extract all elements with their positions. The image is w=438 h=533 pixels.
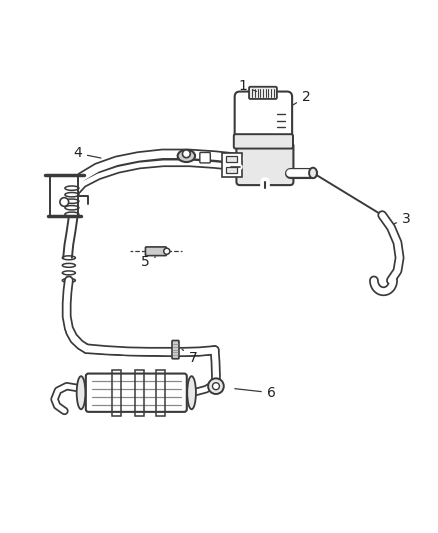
- FancyBboxPatch shape: [226, 156, 237, 162]
- Ellipse shape: [187, 376, 196, 409]
- Text: 2: 2: [293, 90, 311, 105]
- Text: 1: 1: [239, 79, 257, 93]
- FancyBboxPatch shape: [254, 92, 272, 99]
- FancyBboxPatch shape: [172, 341, 179, 359]
- FancyBboxPatch shape: [223, 154, 242, 177]
- FancyBboxPatch shape: [235, 92, 292, 146]
- FancyBboxPatch shape: [50, 175, 78, 216]
- Circle shape: [60, 198, 69, 206]
- Text: 3: 3: [393, 212, 410, 225]
- Ellipse shape: [309, 168, 317, 178]
- Text: 7: 7: [182, 349, 197, 365]
- Text: 4: 4: [73, 147, 101, 160]
- FancyBboxPatch shape: [226, 167, 237, 173]
- Ellipse shape: [178, 150, 195, 162]
- Circle shape: [208, 378, 224, 394]
- FancyBboxPatch shape: [237, 142, 293, 185]
- Circle shape: [164, 248, 170, 254]
- Circle shape: [212, 383, 219, 390]
- Text: 5: 5: [141, 255, 155, 269]
- Text: 6: 6: [235, 386, 276, 400]
- FancyBboxPatch shape: [145, 247, 166, 256]
- Ellipse shape: [77, 376, 85, 409]
- Ellipse shape: [183, 150, 190, 158]
- FancyBboxPatch shape: [200, 152, 210, 163]
- FancyBboxPatch shape: [249, 87, 277, 99]
- FancyBboxPatch shape: [86, 374, 187, 412]
- FancyBboxPatch shape: [234, 134, 293, 149]
